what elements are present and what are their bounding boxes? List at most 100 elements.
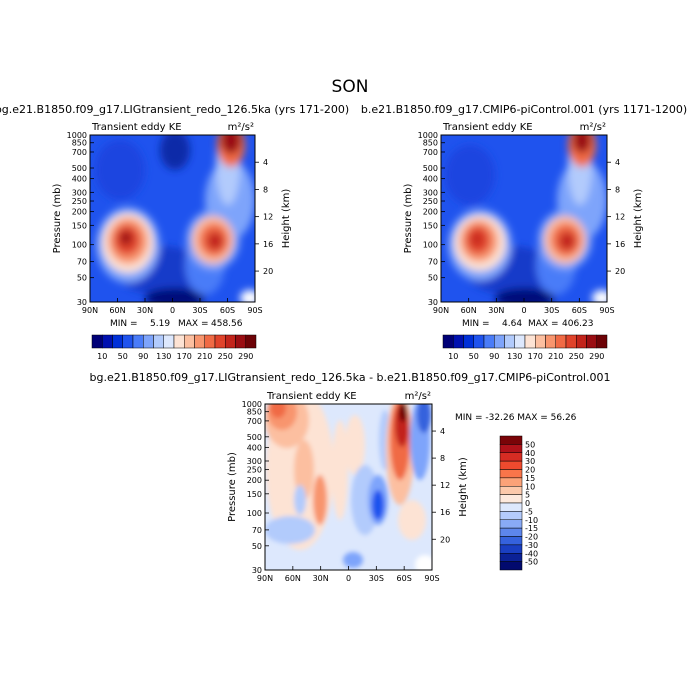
panel-left-ptick-label-6: 250 [72,197,87,206]
panel-right-htick-label-4: 4 [615,158,620,167]
panel-left-htick-label-3: 8 [263,185,268,194]
panel-diff-field [265,404,432,570]
panel-diff-colorbar-swatch [499,527,523,537]
panel-right-lat-label-4: 30S [544,306,559,315]
panel-diff-ptick-label-7: 300 [247,457,262,466]
panel-diff-colorbar-swatch [499,486,523,495]
panel-left-ptick-label-8: 400 [72,175,87,184]
panel-right-ptick-label-3: 100 [423,241,438,250]
panel-diff-colorbar-label-8: -5 [525,507,533,516]
panel-left-colorbar-swatch [163,334,175,349]
panel-right-htick-label-0: 20 [615,267,625,276]
panel-right-ptick-label-10: 700 [423,148,438,157]
panel-left-var-label: Transient eddy KE [91,122,182,133]
panel-diff-y2label: Height (km) [458,457,469,517]
panel-diff-colorbar-label-13: -40 [525,549,538,558]
panel-diff-htick-label-1: 16 [440,508,450,517]
panel-left-colorbar-swatch [235,334,246,349]
panel-right-ptick-label-7: 300 [423,188,438,197]
panel-diff-ptick-label-2: 70 [252,526,262,535]
panel-diff-minmax: MIN = -32.26 MAX = 56.26 [455,413,577,423]
panel-right-y2label: Height (km) [633,189,644,249]
panel-right-colorbar-swatch [555,334,567,349]
panel-diff-ylabel: Pressure (mb) [227,452,238,522]
panel-right-colorbar-label-7: 290 [589,352,604,361]
panel-left-max-value: 458.56 [211,319,243,329]
panel-left-ptick-label-5: 200 [72,208,87,217]
panel-diff-var-label: Transient eddy KE [266,391,357,402]
panel-diff-ptick-label-10: 700 [247,417,262,426]
panel-right-htick-label-3: 8 [615,185,620,194]
panel-diff-colorbar-label-5: 10 [525,482,535,491]
panel-right-colorbar-swatch [545,334,556,349]
panel-diff-colorbar-swatch [499,469,523,479]
panel-right-colorbar: 10 50 90 130 170 210 250 290 [442,334,608,361]
panel-right-htick-label-1: 16 [615,240,625,249]
panel-left-ylabel: Pressure (mb) [52,184,63,254]
panel-left-min-label: MIN = [110,319,138,329]
panel-left: bg.e21.B1850.f09_g17.LIGtransient_redo_1… [0,103,349,361]
panel-left-ptick-label-4: 150 [72,221,87,230]
panel-diff-colorbar-swatch [499,519,523,529]
panel-diff-colorbar-label-7: 0 [525,499,530,508]
panel-diff-htick-label-2: 12 [440,481,450,490]
panel-diff-colorbar-swatch [499,553,523,562]
panel-right-units: m²/s² [580,122,606,133]
panel-left-colorbar-label-3: 130 [156,352,171,361]
panel-diff-colorbar-label-6: 5 [525,491,530,500]
panel-left-max-label: MAX = [178,319,209,329]
panel-left-ptick-label-1: 50 [77,274,87,283]
panel-left-colorbar-swatch [204,334,216,349]
panel-right-colorbar-label-3: 130 [507,352,522,361]
panel-diff-title: bg.e21.B1850.f09_g17.LIGtransient_redo_1… [90,371,611,384]
panel-diff-units: m²/s² [405,391,431,402]
panel-diff-colorbar-swatch [499,477,523,487]
panel-right-max-label: MAX = [528,319,559,329]
panel-diff-colorbar-swatch [499,544,523,554]
panel-right-colorbar-swatch [535,334,546,349]
panel-left-colorbar-label-2: 90 [138,352,148,361]
panel-left-colorbar-label-0: 10 [97,352,107,361]
panel-left-min-value: 5.19 [150,319,170,329]
panel-left-colorbar-label-5: 210 [197,352,212,361]
panel-right-colorbar-swatch [524,334,536,349]
panel-left-lat-label-2: 30N [137,306,153,315]
panel-diff-htick-label-4: 4 [440,427,445,436]
panel-right-ptick-label-9: 500 [423,164,438,173]
panel-left-units: m²/s² [228,122,254,133]
panel-diff-colorbar-label-3: 20 [525,466,535,475]
panel-right-colorbar-swatch [596,334,608,349]
panel-diff-colorbar-label-2: 30 [525,457,535,466]
panel-diff-lat-label-2: 30N [313,574,329,583]
panel-left-colorbar-label-7: 290 [238,352,253,361]
panel-right-colorbar-label-5: 210 [548,352,563,361]
panel-left-field [90,135,255,302]
panel-diff-colorbar-label-14: -50 [525,558,538,567]
panel-left-colorbar-swatch [214,334,226,349]
panel-right-colorbar-swatch [483,334,495,349]
panel-right-ptick-label-1: 50 [428,274,438,283]
panel-left-colorbar-label-1: 50 [118,352,128,361]
panel-left-colorbar-label-6: 250 [218,352,233,361]
panel-left-ptick-label-9: 500 [72,164,87,173]
panel-right-min-label: MIN = [462,319,490,329]
panel-diff-ptick-label-0: 30 [252,566,262,575]
panel-diff-htick-label-3: 8 [440,454,445,463]
panel-diff-htick-label-0: 20 [440,535,450,544]
panel-left-colorbar-swatch [91,334,103,349]
panel-left-htick-label-2: 12 [263,213,273,222]
panel-right-var-label: Transient eddy KE [442,122,533,133]
panel-right-lat-label-0: 90N [433,306,449,315]
panel-diff-colorbar-label-12: -30 [525,541,538,550]
panel-right-ptick-label-8: 400 [423,175,438,184]
panel-left-lat-label-3: 0 [170,306,175,315]
panel-diff-ptick-label-1: 50 [252,542,262,551]
panel-diff-colorbar-swatch [499,435,523,445]
panel-left-colorbar-swatch [194,334,205,349]
panel-diff-colorbar-label-9: -10 [525,516,538,525]
panel-right-ylabel: Pressure (mb) [403,184,414,254]
panel-left-htick-label-0: 20 [263,267,273,276]
panel-right-lat-label-6: 90S [599,306,614,315]
